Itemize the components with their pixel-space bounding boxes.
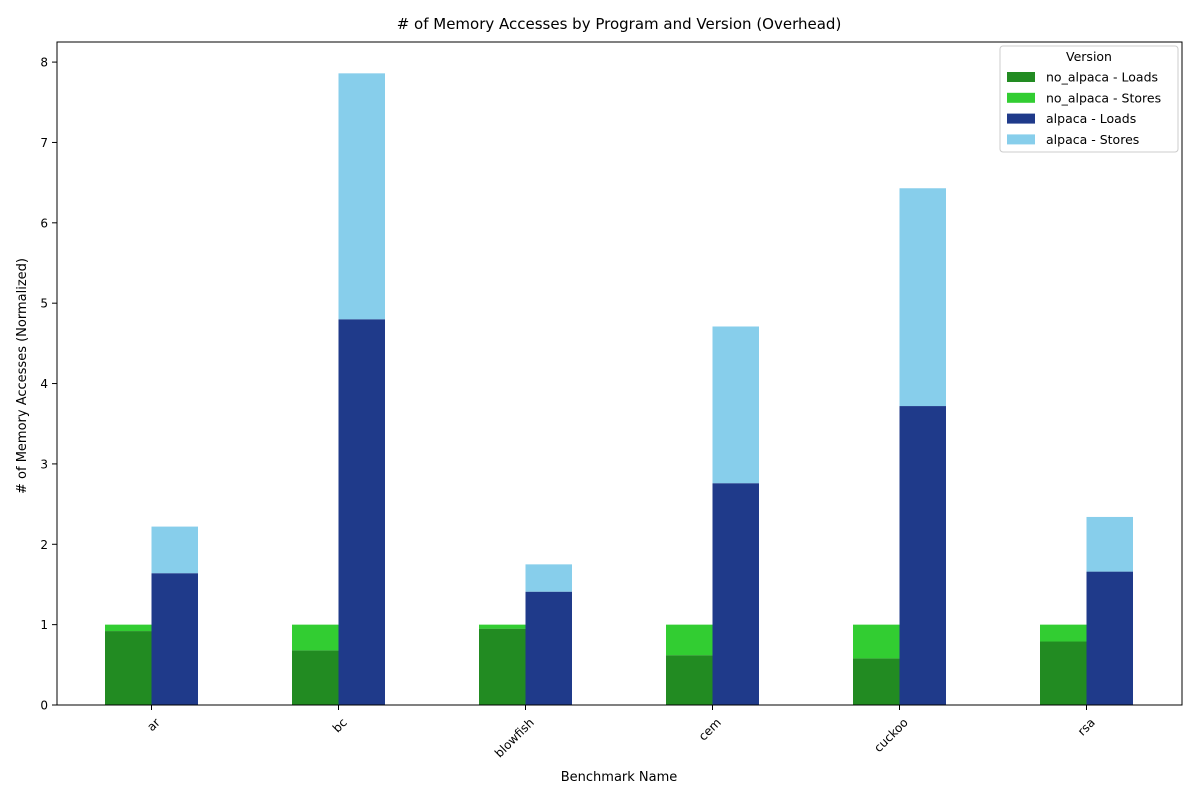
y-tick-label-4: 4 <box>40 377 48 391</box>
bar-ar-alpaca-loads <box>151 573 198 705</box>
bar-rsa-alpaca-loads <box>1086 571 1133 705</box>
y-tick-label-7: 7 <box>40 136 48 150</box>
bar-cem-no-alpaca-loads <box>666 655 713 705</box>
plot-frame <box>56 41 1183 706</box>
bar-cem-alpaca-stores <box>712 326 759 484</box>
bar-bc-no-alpaca-loads <box>292 650 339 705</box>
bar-ar-alpaca-stores <box>151 526 198 574</box>
legend-title: Version <box>1066 49 1112 64</box>
legend-label-no-alpaca-stores: no_alpaca - Stores <box>1046 90 1161 105</box>
legend-box <box>999 45 1179 153</box>
legend-swatch-alpaca-stores <box>1007 134 1035 145</box>
legend-label-alpaca-stores: alpaca - Stores <box>1046 132 1139 147</box>
y-tick-label-2: 2 <box>40 538 48 552</box>
bar-cem-alpaca-loads <box>712 483 759 705</box>
legend-swatch-alpaca-loads <box>1007 113 1035 124</box>
bar-cuckoo-no-alpaca-loads <box>853 658 900 705</box>
bar-blowfish-no-alpaca-stores <box>479 624 526 629</box>
y-tick-label-8: 8 <box>40 56 48 70</box>
legend-label-no-alpaca-loads: no_alpaca - Loads <box>1046 70 1158 85</box>
bar-cuckoo-alpaca-stores <box>899 188 946 407</box>
bar-bc-alpaca-loads <box>338 319 385 705</box>
bar-rsa-alpaca-stores <box>1086 516 1133 572</box>
y-tick-label-3: 3 <box>40 457 48 471</box>
legend: Version no_alpaca - Loads no_alpaca - Stor… <box>999 45 1179 153</box>
bar-blowfish-no-alpaca-loads <box>479 628 526 705</box>
y-tick-label-0: 0 <box>40 699 48 713</box>
y-tick-label-6: 6 <box>40 216 48 230</box>
y-tick-label-5: 5 <box>40 297 48 311</box>
bar-cuckoo-alpaca-loads <box>899 406 946 705</box>
bar-bc-alpaca-stores <box>338 73 385 320</box>
x-axis-label: Benchmark Name <box>561 770 678 785</box>
bar-cuckoo-no-alpaca-stores <box>853 624 900 659</box>
y-tick-label-1: 1 <box>40 618 48 632</box>
y-axis-label: # of Memory Accesses (Normalized) <box>15 258 30 494</box>
legend-swatch-no-alpaca-stores <box>1007 92 1035 103</box>
legend-label-alpaca-loads: alpaca - Loads <box>1046 111 1136 126</box>
bar-cem-no-alpaca-stores <box>666 624 713 656</box>
bar-ar-no-alpaca-loads <box>105 631 152 705</box>
bar-bc-no-alpaca-stores <box>292 624 339 651</box>
bar-ar-no-alpaca-stores <box>105 624 152 632</box>
bar-blowfish-alpaca-stores <box>525 564 572 592</box>
legend-swatch-no-alpaca-loads <box>1007 72 1035 82</box>
bar-rsa-no-alpaca-loads <box>1040 641 1087 705</box>
bar-blowfish-alpaca-loads <box>525 591 572 705</box>
chart-title: # of Memory Accesses by Program and Vers… <box>397 15 842 33</box>
bar-rsa-no-alpaca-stores <box>1040 624 1087 642</box>
